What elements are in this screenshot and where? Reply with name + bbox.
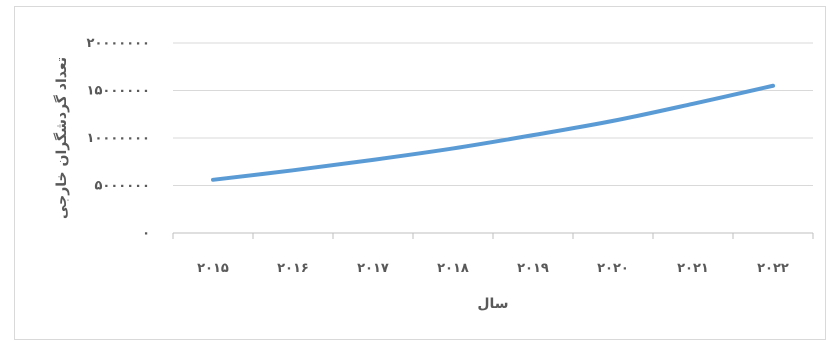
y-tick-label: ۰ (142, 226, 150, 241)
y-tick-label: ۲۰۰۰۰۰۰۰ (87, 36, 150, 51)
x-tick-label: ۲۰۱۸ (437, 261, 469, 276)
x-tick-label: ۲۰۱۶ (277, 261, 309, 276)
y-tick-labels: ۰ ۵۰۰۰۰۰۰ ۱۰۰۰۰۰۰۰ ۱۵۰۰۰۰۰۰ ۲۰۰۰۰۰۰۰ (87, 36, 150, 241)
x-tick-labels: ۲۰۱۵ ۲۰۱۶ ۲۰۱۷ ۲۰۱۸ ۲۰۱۹ ۲۰۲۰ ۲۰۲۱ ۲۰۲۲ (197, 261, 789, 276)
y-tick-label: ۱۰۰۰۰۰۰۰ (87, 131, 150, 146)
x-tick-label: ۲۰۲۱ (677, 261, 709, 276)
series-layer (211, 83, 775, 182)
chart-frame (14, 6, 826, 340)
x-axis-title: سال (477, 296, 508, 312)
x-tick-label: ۲۰۱۷ (357, 261, 389, 276)
x-tick-label: ۲۰۱۵ (197, 261, 229, 276)
x-tick-label: ۲۰۲۲ (757, 261, 789, 276)
gridlines (173, 42, 813, 186)
x-tick-label: ۲۰۲۰ (597, 261, 629, 276)
y-axis-title: تعداد گردشگران خارجی (53, 57, 70, 219)
x-tick-label: ۲۰۱۹ (517, 261, 549, 276)
series-line (211, 83, 775, 182)
x-axis (172, 232, 814, 239)
y-tick-label: ۱۵۰۰۰۰۰۰ (87, 84, 150, 99)
y-tick-label: ۵۰۰۰۰۰۰ (94, 179, 150, 194)
